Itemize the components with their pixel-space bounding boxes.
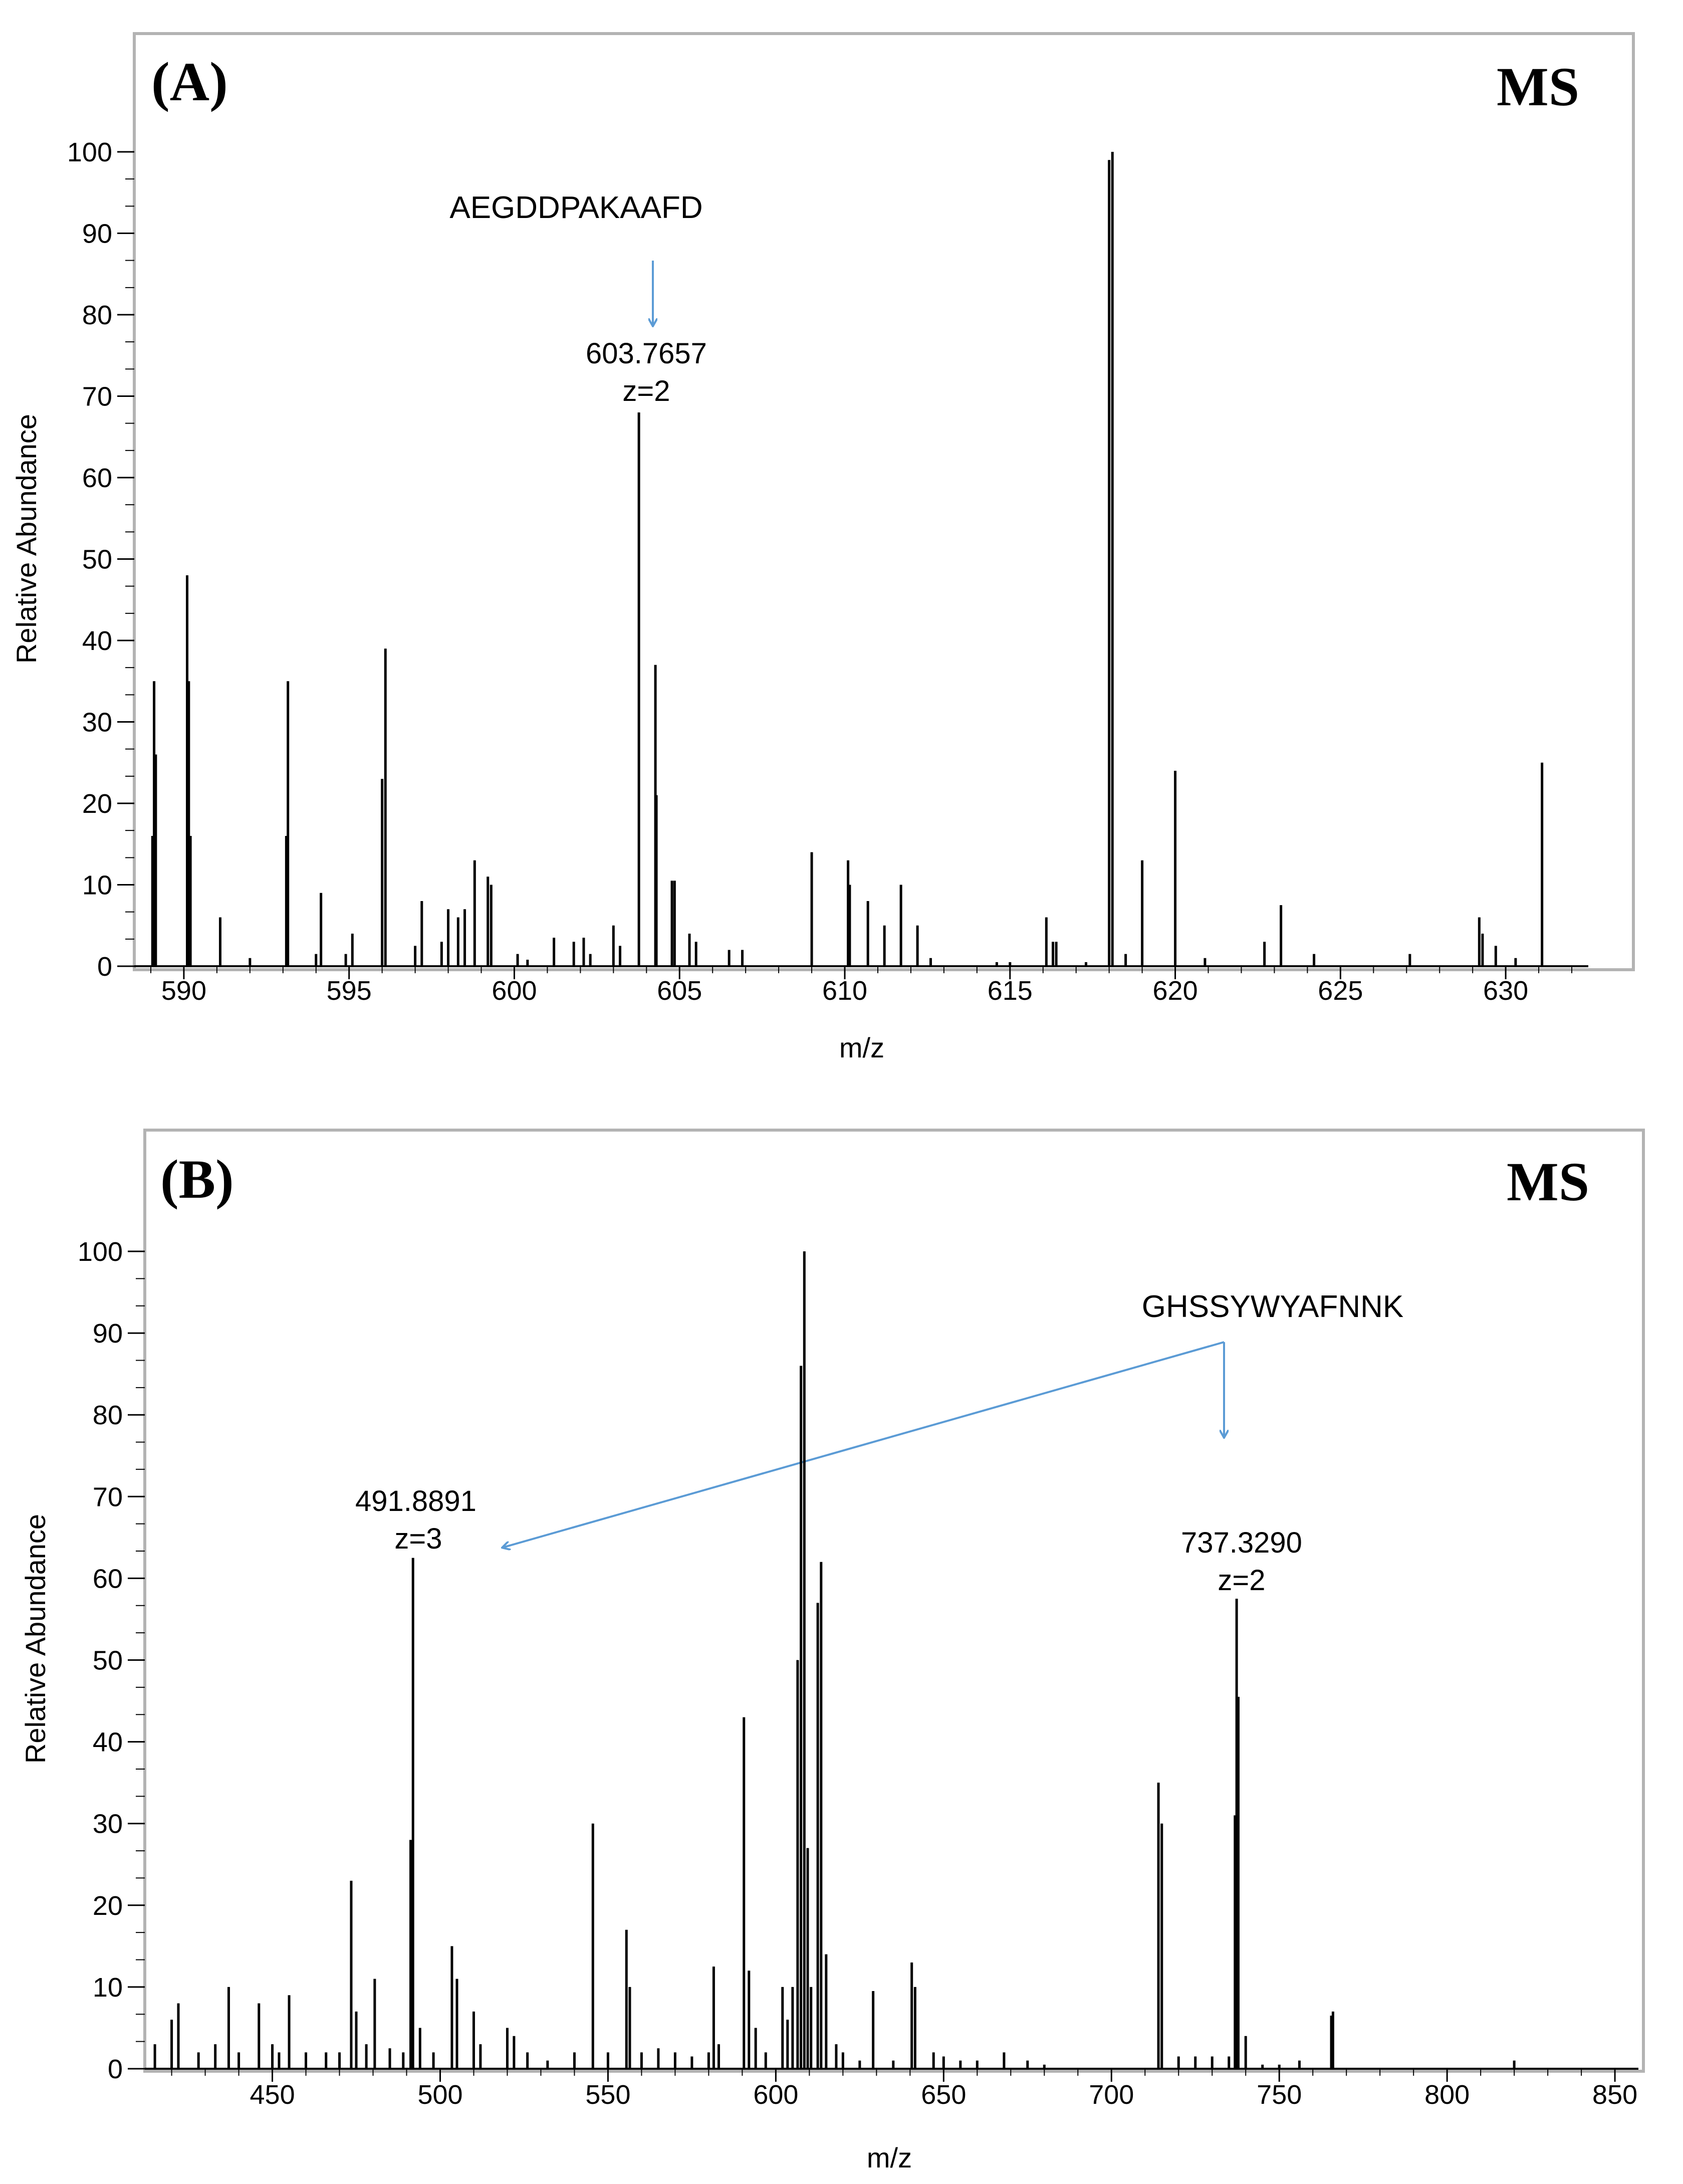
panel-b-x-tick-label: 800 [1424,2080,1470,2110]
panel-b-xlabel: m/z [867,2142,912,2173]
panel-a-x-tick-label: 620 [1153,976,1198,1006]
panel-b-x-tick-label: 500 [417,2080,462,2110]
panel-b-annotation-2-charge: z=2 [1218,1564,1265,1597]
panel-b-x-tick-label: 450 [250,2080,295,2110]
panel-a-x-tick-label: 600 [492,976,537,1006]
panel-b-mode-label: MS [1507,1151,1589,1212]
panel-b-x-tick-label: 750 [1257,2080,1302,2110]
panel-b: (B) MS GHSSYWYAFNNK 491.8891 z=3 737.329… [20,1129,1645,2173]
panel-a-y-tick-label: 30 [82,708,112,738]
panel-a-mode-label: MS [1497,56,1579,117]
panel-b-ylabel: Relative Abundance [20,1514,51,1764]
panel-b-y-tick-label: 20 [93,1891,123,1921]
panel-b-plot: 0 10 20 30 40 50 60 70 80 90 100 450 500 550 600 650 700… [78,1237,1638,2110]
panel-a-y-tick-label: 10 [82,870,112,901]
panel-a-x-tick-label: 605 [657,976,702,1006]
panel-b-x-tick-label: 850 [1592,2080,1637,2110]
panel-b-y-tick-label: 60 [93,1564,123,1594]
panel-b-peptide-arrow-branch [503,1341,1225,1548]
panel-b-annotation-1-charge: z=3 [394,1522,442,1555]
panel-b-annotation-1-mz: 491.8891 [355,1485,476,1517]
panel-a-y-tick-label: 60 [82,463,112,493]
panel-b-label: (B) [160,1149,234,1210]
panel-a-y-tick-label: 90 [82,219,112,249]
panel-a-ylabel: Relative Abundance [11,414,42,664]
panel-a-label: (A) [151,51,228,112]
panel-b-y-tick-label: 80 [93,1400,123,1430]
panel-a-y-tick-label: 70 [82,382,112,412]
panel-a-x-tick-label: 595 [327,976,372,1006]
panel-a-peptide-sequence: AEGDDPAKAAFD [449,190,702,225]
panel-a-y-tick-label: 50 [82,545,112,575]
panel-b-x-tick-label: 550 [585,2080,630,2110]
panel-b-y-tick-label: 0 [108,2054,123,2084]
panel-a-frame [133,32,1635,971]
panel-a-y-tick-label: 80 [82,300,112,330]
panel-a-x-tick-label: 615 [988,976,1033,1006]
panel-a-y-tick-label: 40 [82,626,112,656]
panel-b-y-tick-label: 30 [93,1809,123,1839]
panel-a-xlabel: m/z [839,1032,884,1063]
panel-a-plot: 0 10 20 30 40 50 60 70 80 90 100 590 595 600 605 610 615… [67,137,1588,1006]
panel-b-x-tick-label: 650 [921,2080,966,2110]
panel-b-y-tick-label: 90 [93,1319,123,1349]
panel-a-x-tick-label: 610 [822,976,867,1006]
panel-a-x-tick-label: 625 [1318,976,1363,1006]
panel-b-frame [143,1129,1645,2073]
panel-a: (A) MS AEGDDPAKAAFD 603.7657 z=2 0 10 20 30… [11,32,1635,1063]
panel-a-y-tick-label: 20 [82,789,112,819]
panel-b-annotation-2-mz: 737.3290 [1181,1526,1302,1559]
panel-b-y-tick-label: 40 [93,1727,123,1758]
panel-b-x-tick-label: 700 [1089,2080,1134,2110]
panel-a-x-tick-label: 630 [1483,976,1528,1006]
panel-b-x-tick-label: 600 [753,2080,798,2110]
panel-a-y-tick-label: 0 [97,952,112,982]
panel-a-y-tick-label: 100 [67,137,112,167]
panel-b-y-tick-label: 70 [93,1482,123,1512]
panel-b-peptide-sequence: GHSSYWYAFNNK [1142,1289,1403,1324]
panel-a-annotation-charge: z=2 [622,375,670,407]
panel-a-annotation-mz: 603.7657 [586,337,707,370]
panel-b-y-tick-label: 10 [93,1973,123,2003]
panel-b-y-tick-label: 100 [78,1237,123,1267]
panel-a-x-tick-label: 590 [161,976,206,1006]
panel-b-y-tick-label: 50 [93,1646,123,1676]
